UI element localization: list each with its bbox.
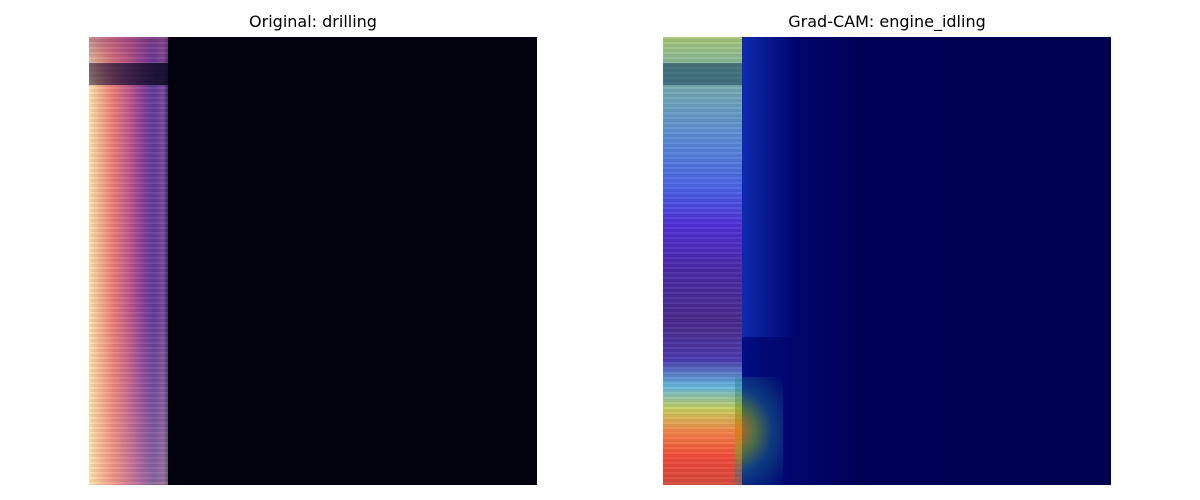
gradcam-panel-title: Grad-CAM: engine_idling — [788, 12, 986, 31]
gradcam-edge-blue-glow — [735, 37, 795, 337]
gradcam-heatmap-image — [663, 37, 1111, 485]
spectrogram-texture — [89, 37, 168, 485]
gradcam-texture — [663, 37, 742, 485]
original-panel-title: Original: drilling — [249, 12, 377, 31]
spectrogram-strip-shading — [89, 37, 168, 485]
spectrogram-dark-band — [89, 63, 168, 85]
original-spectrogram-image — [89, 37, 537, 485]
gradcam-signal-strip — [663, 37, 742, 485]
gradcam-hotspot-glow — [735, 377, 783, 485]
gradcam-dark-band — [663, 63, 742, 85]
